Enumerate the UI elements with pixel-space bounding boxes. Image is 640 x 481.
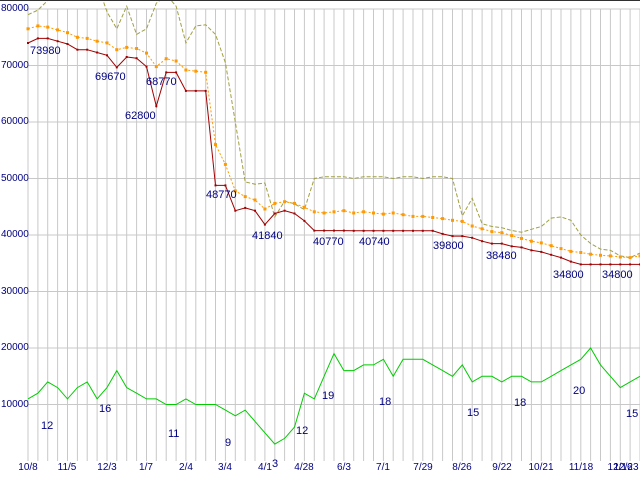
series-avg-price-markers xyxy=(27,24,640,259)
